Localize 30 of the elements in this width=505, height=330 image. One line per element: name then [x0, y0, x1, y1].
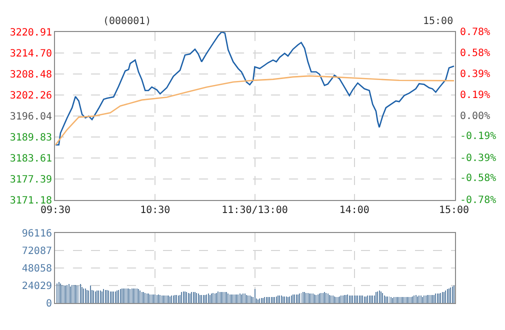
- y-tick-label: 3220.91: [10, 28, 52, 38]
- x-tick-label: 09:30: [40, 205, 71, 216]
- y-tick-label: 72087: [22, 246, 52, 257]
- y-tick-label: 96116: [22, 228, 52, 240]
- y2-tick-label: 0.58%: [460, 48, 490, 59]
- y2-tick-label: 0.39%: [460, 69, 490, 80]
- y2-tick-label: -0.19%: [460, 131, 496, 142]
- y-tick-label: 3202.26: [10, 90, 52, 102]
- text: (000001): [103, 16, 152, 27]
- y-tick-label: 3183.61: [10, 154, 52, 165]
- x-tick-label: 15:00: [438, 205, 470, 216]
- y-tick-label: 0: [46, 298, 52, 310]
- y-tick-label: 3214.70: [10, 48, 52, 60]
- y-tick-label: 3196.04: [10, 112, 52, 123]
- y2-tick-label: 0.00%: [460, 111, 490, 122]
- y-tick-label: 24029: [22, 281, 52, 292]
- y-tick-label: 48058: [22, 264, 52, 274]
- y2-tick-label: 0.78%: [460, 27, 490, 38]
- y-tick-label: 3208.48: [10, 69, 52, 80]
- y-tick-label: 3189.83: [10, 132, 52, 144]
- x-tick-label: 14:00: [339, 205, 370, 216]
- y2-tick-label: -0.39%: [460, 153, 496, 164]
- x-tick-label: 11:30/13:00: [222, 205, 288, 216]
- x-tick-label: 10:30: [140, 205, 170, 216]
- y2-tick-label: -0.58%: [460, 173, 496, 184]
- y-tick-label: 3177.39: [10, 174, 52, 186]
- text: 15:00: [423, 16, 454, 27]
- y-tick-label: 3171.18: [10, 196, 52, 206]
- y2-tick-label: -0.78%: [460, 195, 496, 206]
- y2-tick-label: 0.19%: [460, 90, 490, 101]
